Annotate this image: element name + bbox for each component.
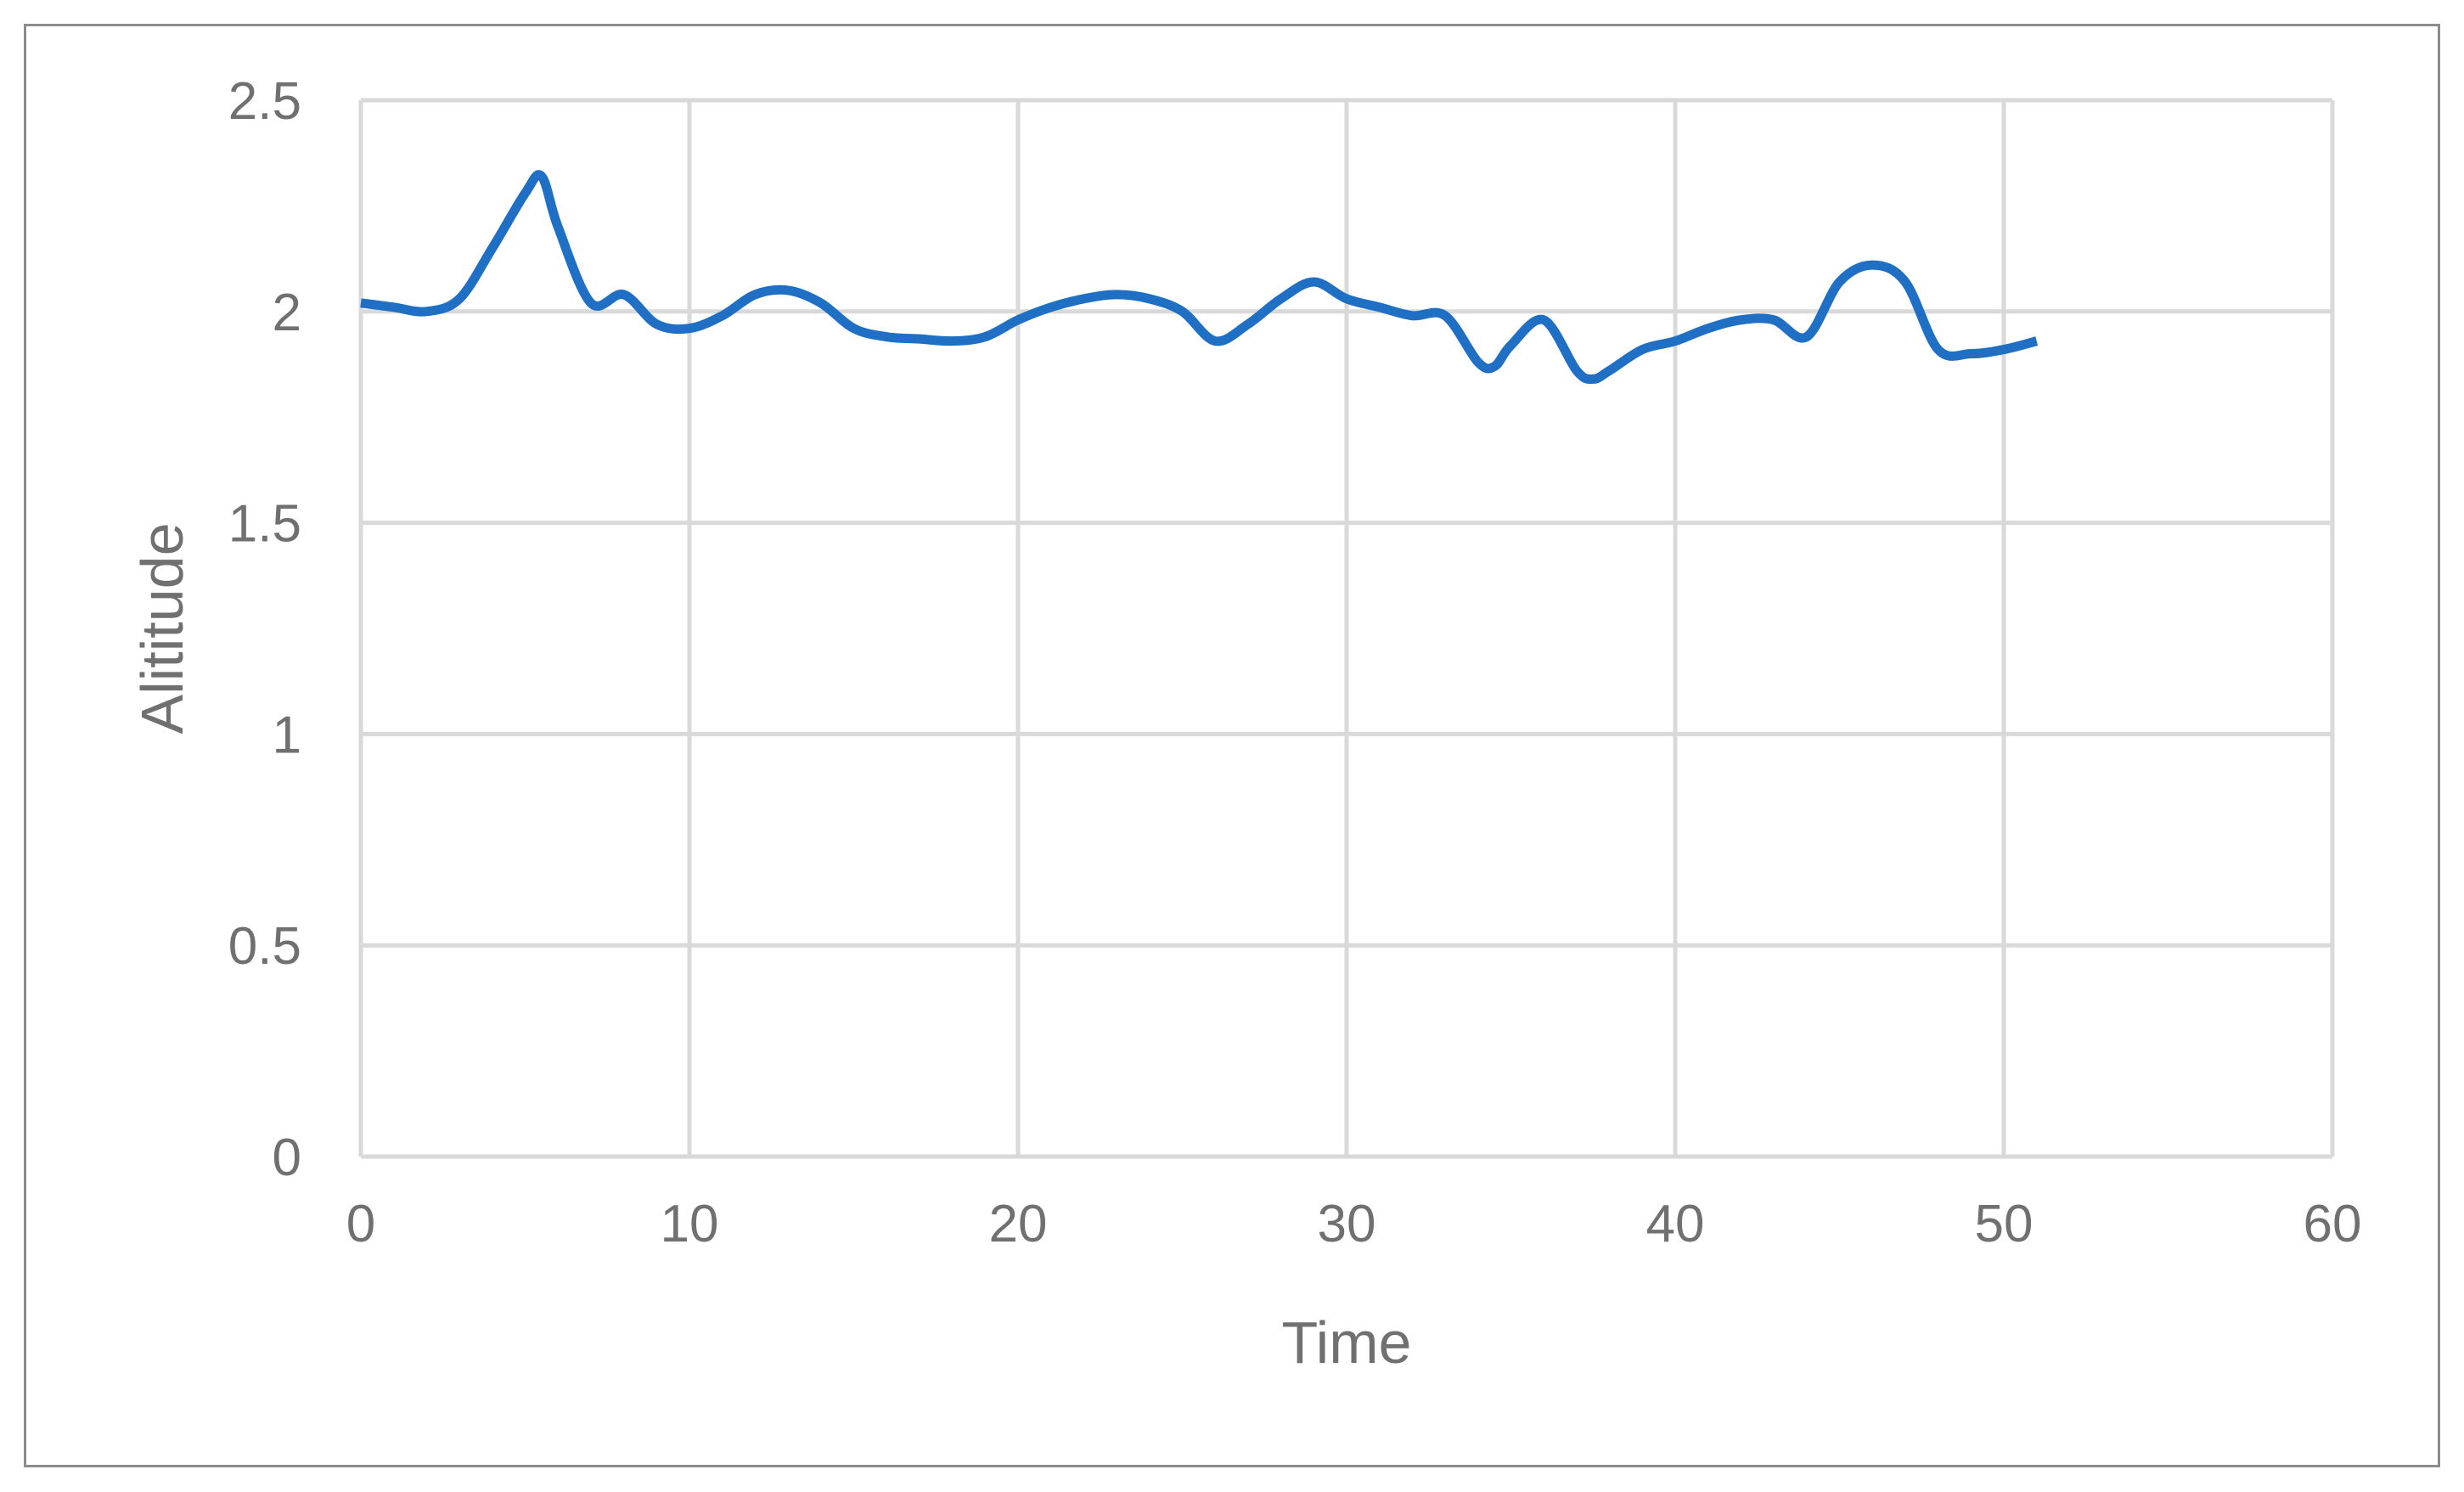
y-axis-title: Alititude	[129, 522, 195, 734]
x-axis-title: Time	[1282, 1309, 1412, 1376]
chart-frame	[24, 24, 2440, 1467]
y-tick-label: 0	[273, 1129, 301, 1187]
x-tick-label: 0	[346, 1195, 375, 1253]
series-layer	[360, 170, 2039, 384]
y-tick-label: 1	[273, 706, 301, 764]
y-tick-label: 2	[273, 284, 301, 342]
series-line	[360, 170, 2039, 384]
y-tick-label: 0.5	[228, 917, 301, 976]
grid-lines	[358, 98, 2335, 1159]
y-tick-label: 1.5	[228, 495, 301, 554]
y-tick-label: 2.5	[228, 72, 301, 131]
x-tick-label: 50	[1975, 1195, 2034, 1253]
x-tick-label: 20	[989, 1195, 1048, 1253]
x-tick-label: 40	[1646, 1195, 1705, 1253]
x-tick-label: 60	[2304, 1195, 2362, 1253]
x-tick-label: 30	[1318, 1195, 1376, 1253]
x-tick-label: 10	[661, 1195, 719, 1253]
tick-labels: 0 10 20 30 40 50 60 0 0.5 1 1.5 2 2.5	[228, 72, 2362, 1253]
